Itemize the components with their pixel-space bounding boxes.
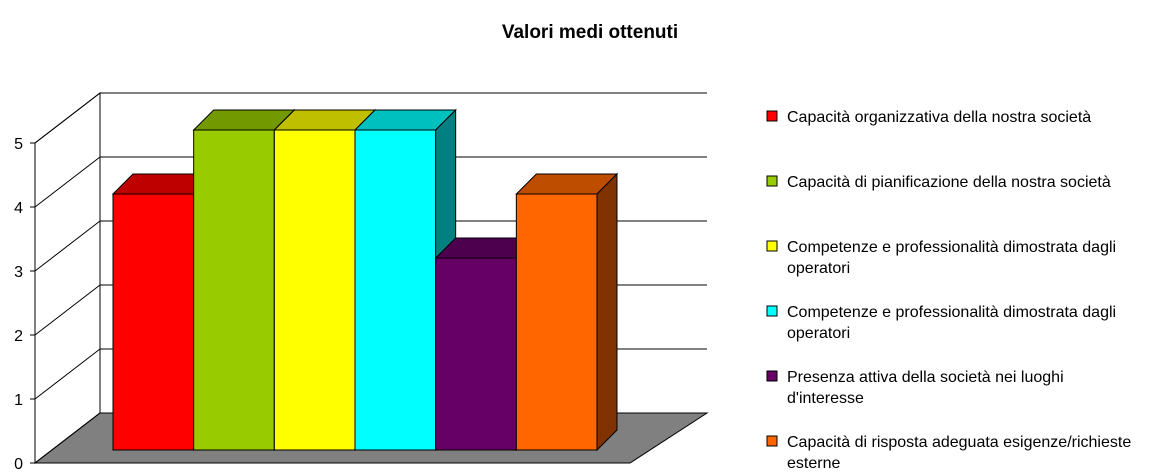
legend-line: esterne (787, 455, 840, 472)
legend-label: Capacità di pianificazione della nostra … (787, 174, 1111, 191)
legend-label: Presenza attiva della società nei luoghi… (787, 369, 1068, 407)
legend-label: Competenze e professionalità dimostrata … (787, 239, 1121, 277)
y-tick-label: 1 (14, 392, 23, 409)
chart-title: Valori medi ottenuti (502, 22, 678, 43)
legend-swatch (766, 305, 778, 317)
legend-line: d'interesse (787, 390, 864, 407)
grid-line (34, 348, 101, 400)
bar-side (596, 172, 618, 452)
legend-line: operatori (787, 260, 850, 277)
legend-label: Capacità di risposta adeguata esigenze/r… (787, 434, 1136, 472)
y-tick-label: 2 (14, 328, 23, 345)
grid-line (34, 284, 101, 336)
y-tick-label: 4 (14, 200, 23, 217)
bar (273, 129, 356, 451)
y-tick-label: 3 (14, 264, 23, 281)
y-tick-label: 5 (14, 136, 23, 153)
bar (354, 129, 437, 451)
grid-line (34, 220, 101, 272)
legend-line: Capacità organizzativa della nostra soci… (787, 109, 1091, 126)
bar (112, 193, 195, 451)
grid-line (34, 156, 101, 208)
grid-line (34, 92, 101, 144)
legend-label: Competenze e professionalità dimostrata … (787, 304, 1121, 342)
bar (515, 193, 598, 451)
legend-swatch (766, 370, 778, 382)
bar (193, 129, 275, 451)
legend-line: operatori (787, 325, 850, 342)
legend-swatch (766, 110, 778, 122)
legend-swatch (766, 240, 778, 252)
y-tick-label: 0 (14, 456, 23, 473)
legend-swatch (766, 175, 778, 187)
side-wall (34, 91, 101, 465)
legend-line: Capacità di pianificazione della nostra … (787, 174, 1111, 191)
grid-line (34, 412, 101, 464)
legend-line: Competenze e professionalità dimostrata … (787, 304, 1121, 321)
legend-swatch (766, 435, 778, 447)
legend-line: Capacità di risposta adeguata esigenze/r… (787, 434, 1136, 451)
legend-label: Capacità organizzativa della nostra soci… (787, 109, 1091, 126)
bar (435, 257, 517, 451)
legend-line: Competenze e professionalità dimostrata … (787, 239, 1121, 256)
legend-line: Presenza attiva della società nei luoghi (787, 369, 1068, 386)
